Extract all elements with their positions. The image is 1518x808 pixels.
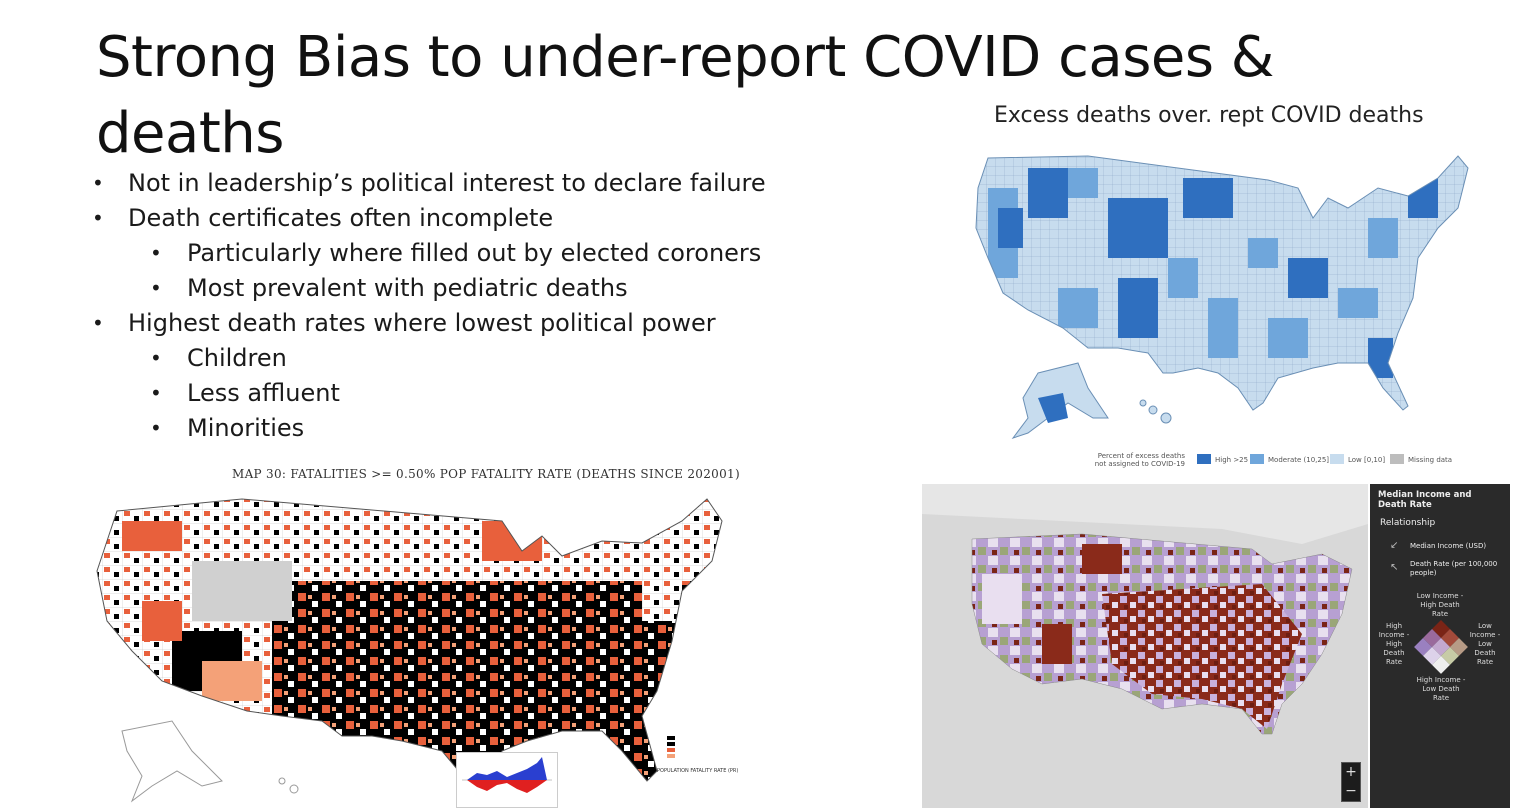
legend-relationship-label: Relationship	[1380, 518, 1436, 528]
corner-right: Low Income - Low Death Rate	[1469, 622, 1501, 666]
legend-label-high: High >25	[1215, 456, 1249, 464]
excess-deaths-legend: Percent of excess deaths not assigned to…	[1085, 450, 1465, 468]
fatality-legend-title: POPULATION FATALITY RATE (PR)	[657, 768, 738, 774]
zoom-control: + −	[1341, 762, 1361, 802]
legend-swatch-missing	[1390, 454, 1404, 464]
legend-swatch-low	[1330, 454, 1344, 464]
sub-bullet-item: Particularly where filled out by elected…	[90, 236, 890, 271]
sub-bullet-item: Children	[90, 341, 890, 376]
corner-left: High Income - High Death Rate	[1378, 622, 1410, 666]
legend-swatch-high	[1197, 454, 1211, 464]
income-death-map-panel[interactable]	[922, 484, 1368, 808]
legend-label-missing: Missing data	[1408, 456, 1453, 464]
legend-variable-income: Median Income (USD)	[1410, 542, 1487, 550]
zoom-in-button[interactable]: +	[1345, 764, 1357, 780]
zoom-out-button[interactable]: −	[1345, 783, 1357, 799]
excess-deaths-map	[975, 155, 1469, 439]
legend-title: Percent of excess deaths not assigned to…	[1094, 452, 1185, 468]
inset-chart	[456, 752, 558, 808]
bullet-list: Not in leadership’s political interest t…	[90, 166, 890, 446]
sub-bullet-item: Minorities	[90, 411, 890, 446]
legend-heading: Median Income and Death Rate	[1378, 490, 1472, 510]
arrow-income-icon: ↙	[1390, 540, 1399, 551]
arrow-death-icon: ↖	[1390, 562, 1399, 573]
bivariate-legend-diamond	[1414, 620, 1468, 674]
excess-deaths-map-title: Excess deaths over. rept COVID deaths	[994, 103, 1424, 128]
slide-title: Strong Bias to under-report COVID cases …	[96, 25, 1274, 166]
fatality-map: POPULATION FATALITY RATE (PR)	[96, 498, 738, 803]
bullet-item: Death certificates often incomplete	[90, 201, 890, 236]
fatality-map-title: MAP 30: FATALITIES >= 0.50% POP FATALITY…	[232, 467, 740, 481]
legend-swatch-moderate	[1250, 454, 1264, 464]
income-death-map[interactable]	[922, 484, 1368, 808]
corner-top: Low Income - High Death Rate	[1416, 592, 1464, 618]
income-death-legend: Median Income and Death Rate Relationshi…	[1370, 484, 1510, 808]
corner-bottom: High Income - Low Death Rate	[1416, 676, 1466, 702]
legend-variable-death: Death Rate (per 100,000 people)	[1410, 560, 1498, 577]
sub-bullet-item: Most prevalent with pediatric deaths	[90, 271, 890, 306]
legend-label-low: Low [0,10]	[1348, 456, 1386, 464]
sub-bullet-item: Less affluent	[90, 376, 890, 411]
legend-label-moderate: Moderate (10,25]	[1268, 456, 1330, 464]
bullet-item: Highest death rates where lowest politic…	[90, 306, 890, 341]
fatality-map-panel: MAP 30: FATALITIES >= 0.50% POP FATALITY…	[82, 465, 772, 808]
bullet-item: Not in leadership’s political interest t…	[90, 166, 890, 201]
